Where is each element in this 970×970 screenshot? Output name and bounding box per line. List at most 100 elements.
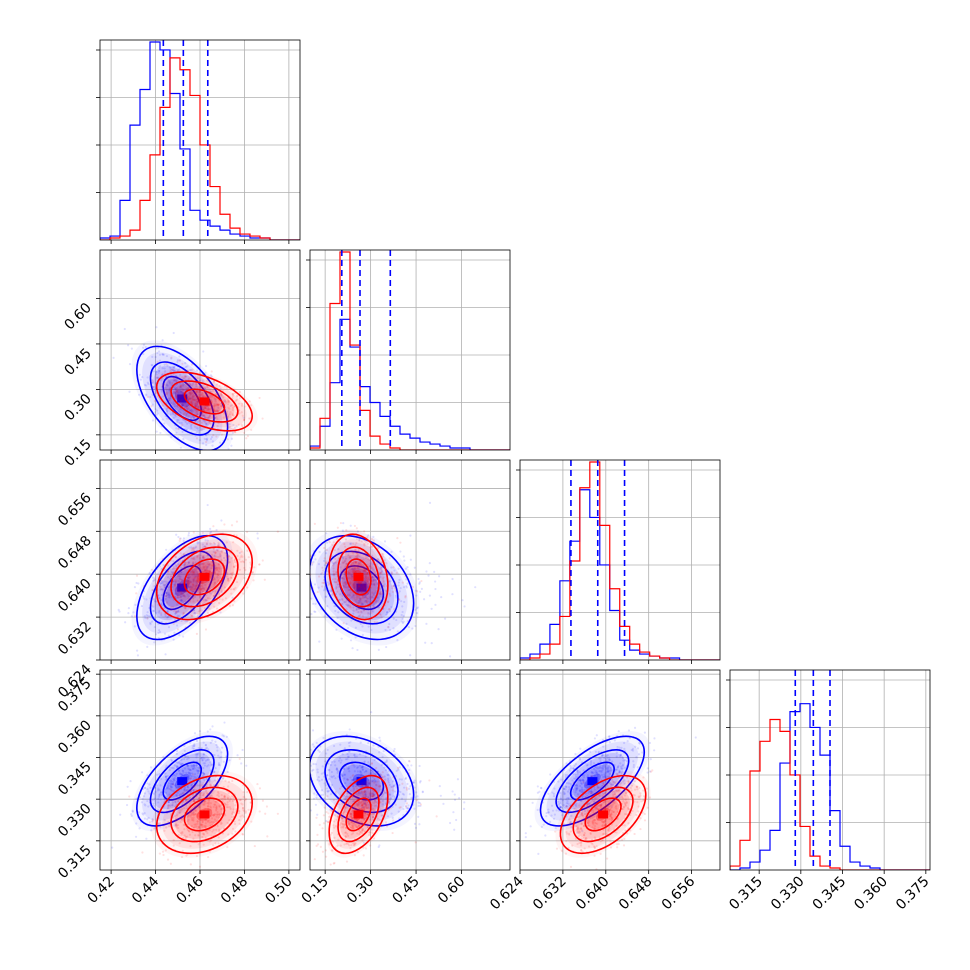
scatter-point: [159, 582, 162, 585]
scatter-point: [164, 791, 167, 794]
scatter-point: [185, 789, 188, 792]
scatter-point: [390, 566, 393, 569]
scatter-point: [182, 792, 185, 795]
scatter-point: [179, 537, 182, 540]
scatter-point: [227, 414, 230, 418]
scatter-point: [414, 826, 418, 829]
scatter-point: [217, 403, 220, 406]
scatter-point: [188, 546, 191, 549]
scatter-point: [346, 586, 349, 589]
scatter-point: [190, 570, 193, 573]
scatter-point: [362, 795, 365, 798]
scatter-point: [177, 769, 181, 772]
scatter-point: [353, 568, 357, 571]
scatter-point: [371, 816, 375, 819]
scatter-point: [216, 566, 219, 570]
scatter-point: [357, 591, 360, 594]
scatter-point: [236, 549, 239, 552]
scatter-point: [297, 766, 299, 768]
scatter-point: [143, 803, 146, 806]
scatter-point: [201, 414, 204, 417]
scatter-point: [343, 571, 346, 575]
scatter-point: [383, 540, 387, 543]
scatter-point: [292, 772, 294, 774]
scatter-point: [215, 409, 218, 412]
scatter-point: [184, 595, 187, 598]
scatter-point: [355, 596, 358, 599]
scatter-point: [240, 404, 244, 407]
scatter-point: [202, 753, 205, 756]
scatter-point: [182, 771, 185, 774]
scatter-point: [202, 766, 205, 770]
scatter-point: [178, 359, 181, 362]
scatter-point: [203, 773, 206, 776]
scatter-point: [345, 599, 348, 602]
scatter-point: [192, 577, 195, 580]
scatter-point: [406, 764, 409, 767]
scatter-point: [175, 427, 178, 430]
scatter-point: [394, 594, 398, 597]
scatter-point: [214, 551, 217, 554]
scatter-point: [180, 408, 183, 411]
scatter-point: [146, 774, 149, 777]
scatter-point: [408, 619, 411, 622]
scatter-point: [192, 390, 196, 393]
scatter-point: [204, 406, 207, 409]
scatter-point: [359, 622, 362, 626]
scatter-point: [199, 585, 202, 588]
scatter-point: [186, 408, 190, 411]
scatter-point: [361, 821, 364, 825]
scatter-point: [434, 587, 437, 591]
scatter-point: [196, 427, 199, 430]
scatter-point: [203, 408, 206, 411]
scatter-point: [229, 404, 232, 407]
scatter-point: [301, 580, 303, 582]
scatter-point: [322, 578, 326, 582]
scatter-point: [215, 595, 218, 598]
scatter-point: [209, 576, 212, 579]
scatter-point: [160, 602, 163, 605]
scatter-point: [157, 637, 160, 640]
scatter-point: [239, 815, 242, 818]
scatter-point: [207, 748, 210, 751]
scatter-point: [353, 753, 356, 756]
scatter-point: [159, 777, 163, 781]
scatter-point: [215, 528, 218, 532]
scatter-point: [372, 792, 375, 795]
scatter-point: [317, 749, 320, 752]
scatter-point: [332, 798, 335, 802]
scatter-point: [367, 761, 370, 764]
scatter-point: [227, 561, 230, 564]
scatter-point: [352, 583, 355, 586]
scatter-point: [281, 571, 283, 573]
scatter-point: [189, 777, 192, 780]
scatter-point: [211, 725, 214, 728]
scatter-point: [372, 791, 375, 794]
scatter-point: [328, 815, 331, 818]
scatter-point: [437, 628, 440, 631]
panel-1-0: 0.150.300.450.60: [61, 249, 301, 470]
scatter-point: [388, 607, 391, 611]
scatter-point: [283, 583, 285, 585]
scatter-point: [196, 614, 199, 617]
scatter-point: [389, 579, 392, 583]
scatter-point: [133, 625, 136, 628]
scatter-point: [412, 781, 415, 784]
scatter-point: [374, 780, 377, 783]
scatter-point: [414, 624, 417, 628]
scatter-point: [190, 588, 193, 591]
scatter-point: [174, 386, 177, 389]
scatter-point: [189, 391, 192, 394]
scatter-point: [323, 797, 326, 800]
scatter-point: [418, 781, 422, 784]
scatter-point: [249, 801, 252, 804]
scatter-point: [343, 601, 346, 604]
scatter-point: [117, 608, 120, 611]
scatter-point: [225, 805, 228, 809]
scatter-point: [214, 833, 217, 836]
scatter-point: [210, 375, 213, 378]
scatter-point: [158, 609, 161, 613]
scatter-point: [189, 397, 192, 400]
scatter-point: [183, 565, 187, 569]
scatter-point: [350, 567, 353, 571]
